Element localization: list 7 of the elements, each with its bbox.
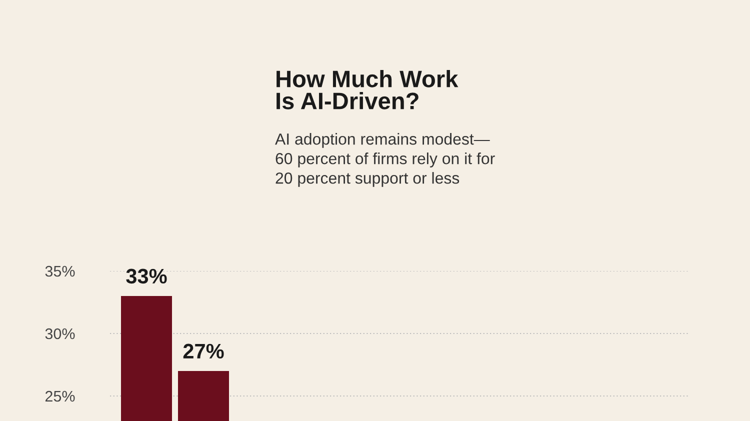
y-tick-label: 25% (45, 390, 75, 402)
text: 27% (183, 344, 224, 359)
text: How Much Work Is AI-Driven? (276, 70, 458, 110)
y-tick-label: 30% (45, 328, 75, 340)
text: AI adoption remains modest— 60 percent of firms rely on it for 20 percent support or less (275, 133, 495, 187)
y-tick-label: 35% (45, 266, 75, 277)
text: 33% (126, 268, 167, 284)
